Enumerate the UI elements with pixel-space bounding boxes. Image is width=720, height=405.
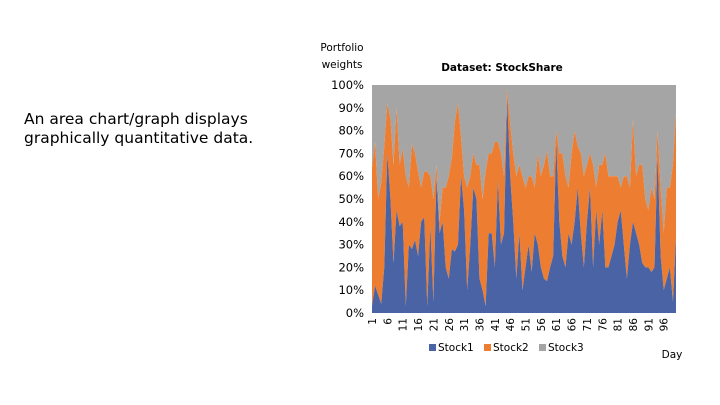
x-tick-label: 6 [382, 318, 394, 325]
slide-body-text: An area chart/graph displays graphically… [24, 110, 294, 148]
y-tick-label: 50% [338, 192, 364, 206]
y-axis-label: Portfolio weights [320, 42, 363, 71]
legend-label-stock1: Stock1 [438, 342, 474, 354]
y-tick-label: 80% [338, 124, 364, 138]
x-tick-label: 46 [505, 318, 517, 332]
y-tick-label: 100% [331, 78, 364, 92]
y-tick-label: 40% [338, 215, 364, 229]
x-tick-label: 61 [551, 318, 563, 331]
x-tick-label: 51 [521, 318, 533, 331]
x-axis-label: Day [662, 349, 683, 361]
x-tick-label: 41 [490, 318, 502, 331]
body-text-line-1: An area chart/graph displays [24, 110, 248, 128]
x-tick-label: 76 [597, 318, 609, 332]
y-tick-label: 70% [338, 146, 364, 160]
legend-swatch-stock1 [429, 344, 436, 351]
y-tick-label: 60% [338, 169, 364, 183]
x-tick-label: 31 [459, 318, 471, 331]
body-text-line-2: graphically quantitative data. [24, 129, 254, 147]
y-tick-label: 0% [346, 306, 364, 320]
area-stock3 [372, 85, 676, 234]
x-tick-label: 11 [398, 318, 410, 331]
x-tick-label: 71 [582, 318, 594, 331]
x-tick-label: 81 [613, 318, 625, 331]
legend-label-stock2: Stock2 [493, 342, 529, 354]
legend-swatch-stock2 [484, 344, 491, 351]
x-tick-label: 86 [628, 318, 640, 332]
x-tick-label: 1 [367, 318, 379, 325]
y-tick-label: 90% [338, 101, 364, 115]
legend-label-stock3: Stock3 [548, 342, 584, 354]
legend-swatch-stock3 [539, 344, 546, 351]
x-tick-label: 21 [428, 318, 440, 331]
y-tick-label: 20% [338, 260, 364, 274]
x-tick-label: 16 [413, 318, 425, 332]
x-tick-label: 36 [474, 318, 486, 332]
x-tick-label: 26 [444, 318, 456, 332]
y-axis-label-line: weights [322, 59, 363, 71]
x-tick-label: 66 [567, 318, 579, 332]
x-tick-label: 91 [643, 318, 655, 331]
x-tick-label: 56 [536, 318, 548, 332]
x-tick-label: 96 [659, 318, 671, 332]
area-stock1 [372, 96, 676, 314]
y-tick-label: 30% [338, 238, 364, 252]
y-axis-label-line: Portfolio [320, 42, 363, 54]
legend: Stock1 Stock2 Stock3 [429, 342, 584, 354]
y-tick-label: 10% [338, 283, 364, 297]
area-stock2 [372, 89, 676, 307]
chart-title: Dataset: StockShare [441, 62, 563, 74]
